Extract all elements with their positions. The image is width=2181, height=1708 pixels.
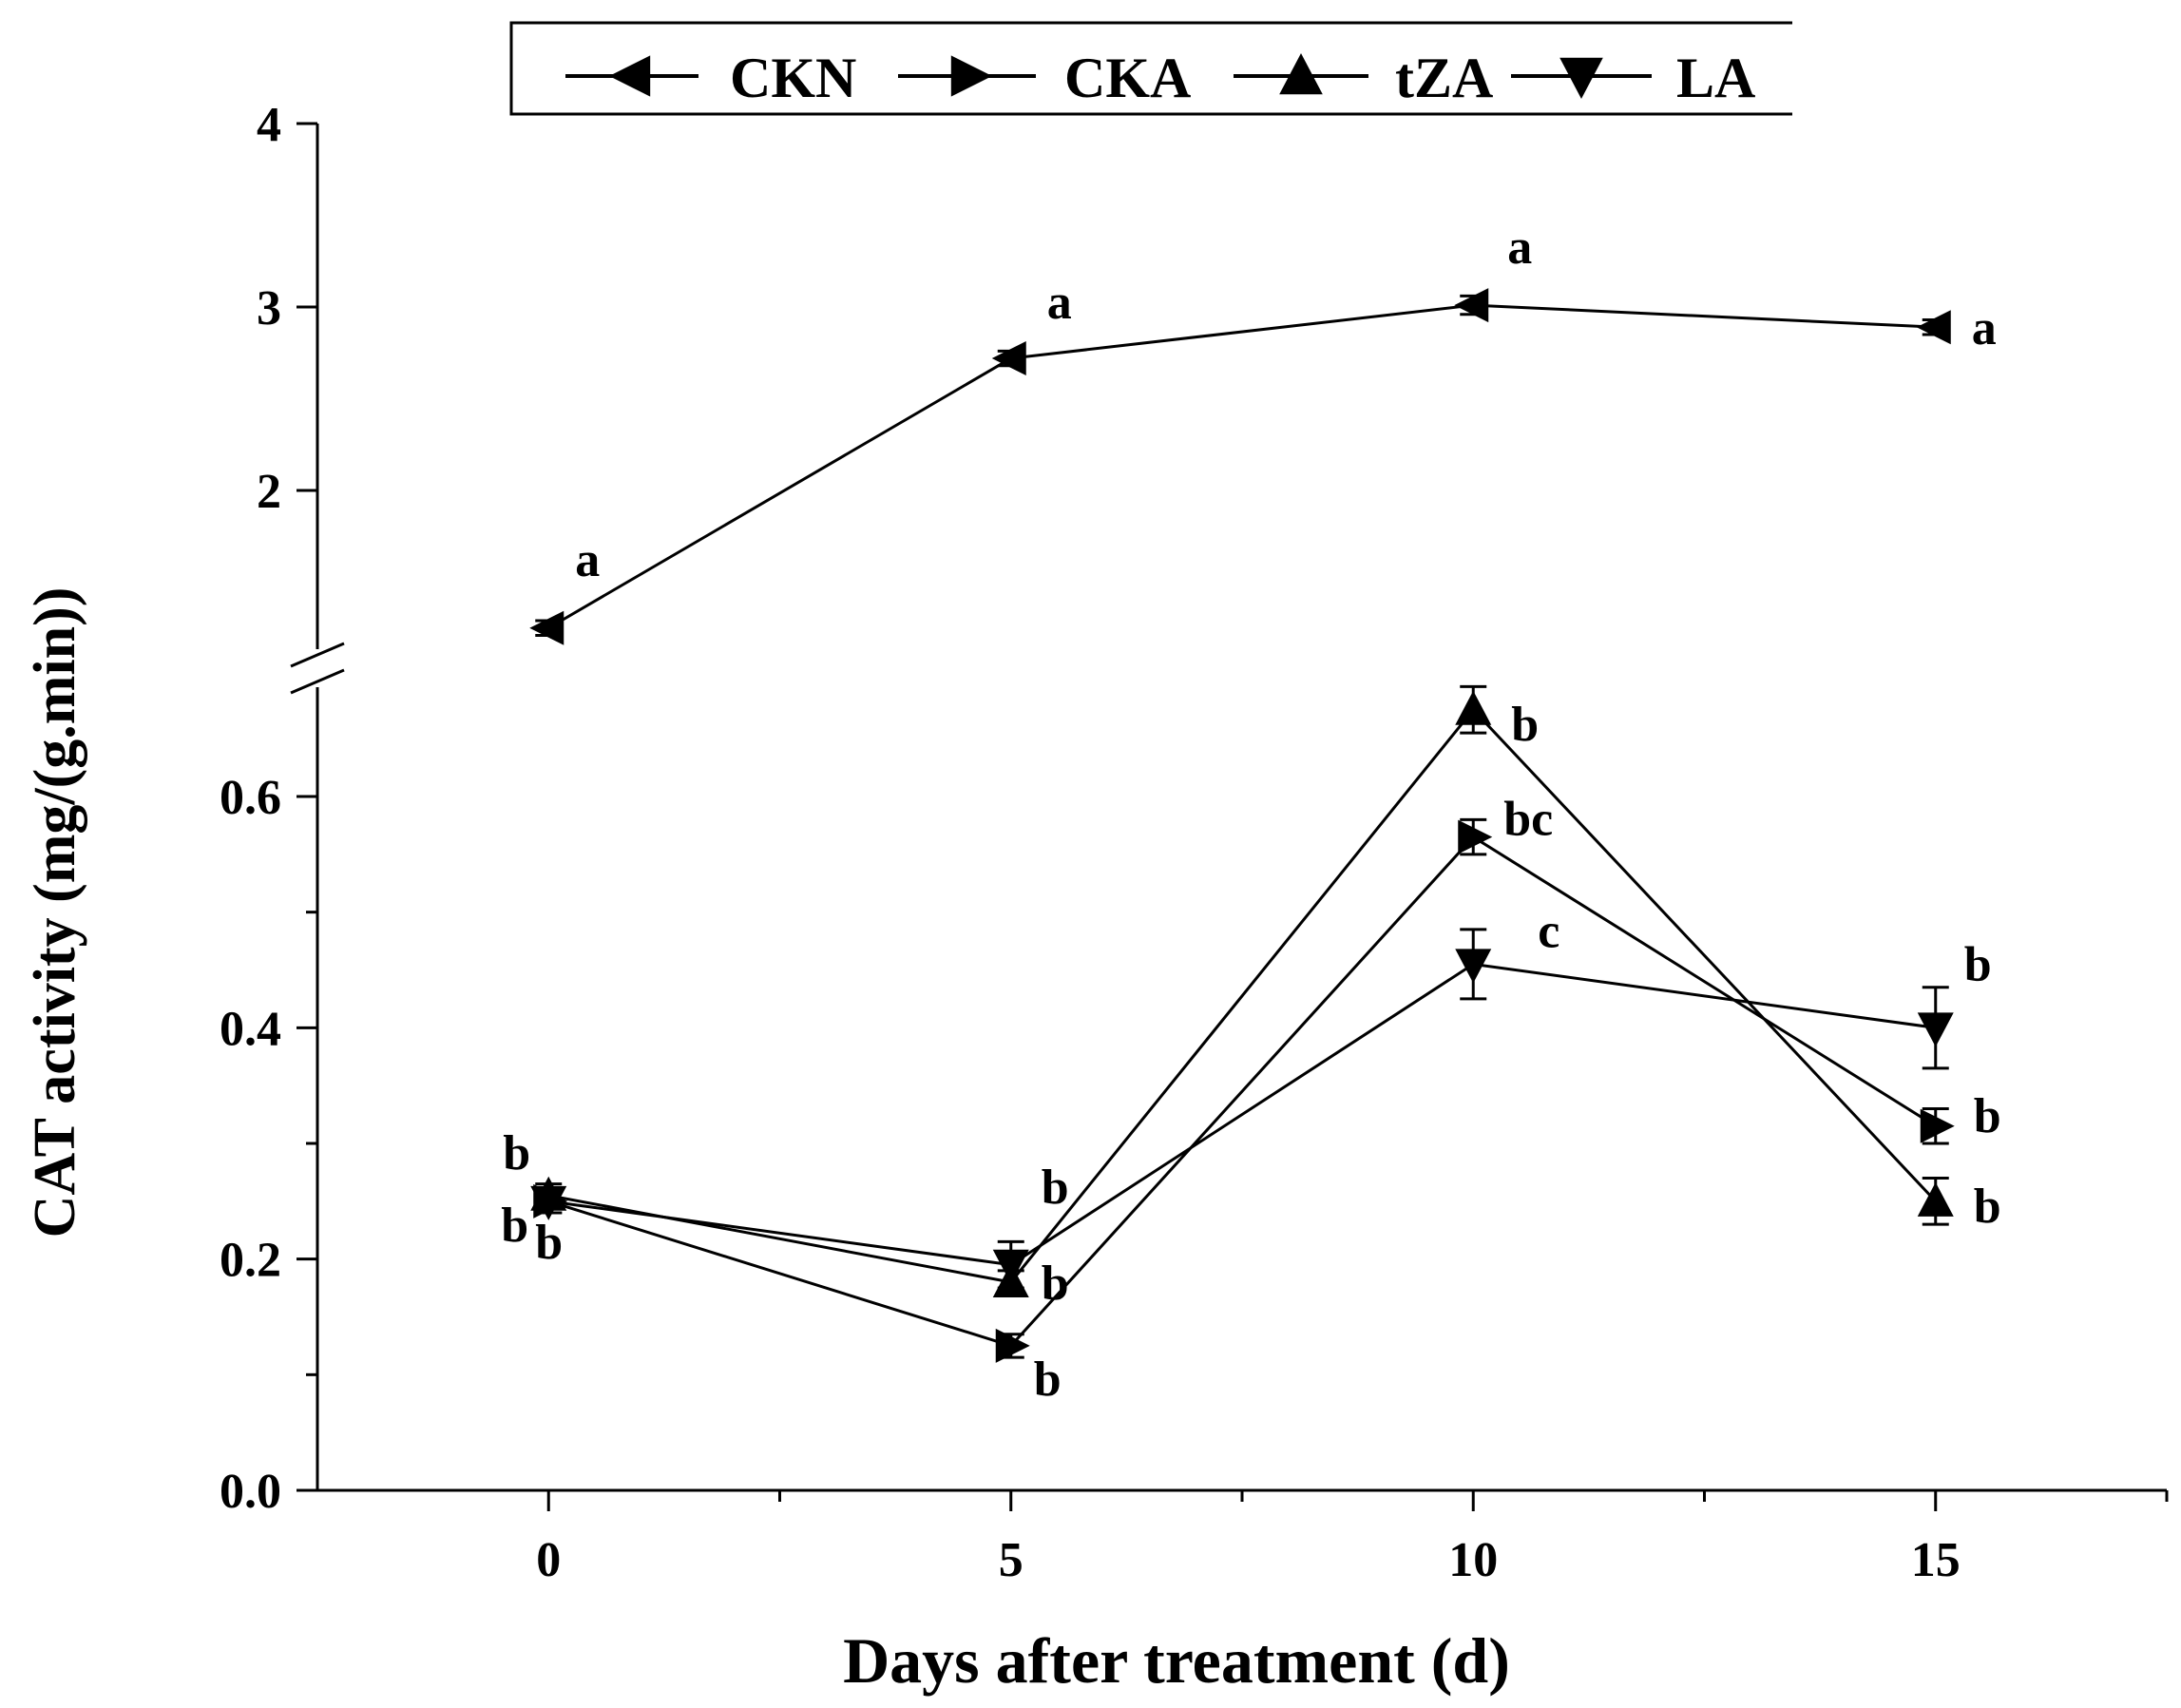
data-point (1454, 288, 1489, 323)
legend-label: CKA (1064, 47, 1191, 109)
series-line (547, 835, 1937, 1348)
data-point (1917, 1012, 1954, 1047)
y-axis-title: CAT activity (mg/(g.min)) (23, 587, 87, 1238)
legend-marker (1559, 57, 1603, 99)
data-point (992, 1249, 1029, 1284)
significance-letter: b (1511, 698, 1539, 752)
significance-letter: a (1972, 301, 1997, 355)
legend-item-CKA: CKA (898, 47, 1191, 109)
legend-item-CKN: CKN (565, 47, 856, 109)
y-tick-label: 0.2 (220, 1234, 281, 1288)
series-layer (529, 288, 1955, 1363)
significance-letter: b (501, 1199, 528, 1253)
axis-break-mark (290, 642, 345, 668)
series-CKA (533, 817, 1955, 1363)
data-point (991, 341, 1026, 376)
legend-marker (1279, 53, 1323, 95)
legend-item-tZA: tZA (1234, 47, 1493, 109)
x-tick-label: 15 (1911, 1533, 1961, 1587)
significance-letter: b (1964, 937, 1992, 991)
significance-letter: c (1538, 904, 1559, 958)
significance-letter: b (535, 1216, 563, 1270)
y-tick-label: 0.6 (220, 771, 281, 825)
axes: 0.0 0.2 0.4 0.6 2 3 4 0 5 10 15 (220, 98, 2169, 1587)
series-line (547, 707, 1937, 1284)
legend: CKN CKA tZA LA (509, 21, 1792, 116)
y-tick-label: 0.4 (220, 1002, 281, 1056)
legend-label: tZA (1395, 47, 1493, 109)
legend-box (509, 21, 1792, 116)
significance-letter: a (1507, 221, 1532, 275)
series-line (548, 962, 1936, 1267)
y-tick-label: 2 (257, 465, 281, 519)
data-point (530, 1185, 567, 1220)
data-point (1917, 1181, 1954, 1217)
data-point (529, 610, 564, 645)
series-line (547, 303, 1936, 630)
significance-letter: b (1042, 1161, 1069, 1215)
significance-letter: b (1974, 1180, 2001, 1234)
axis-break-mark (290, 668, 345, 695)
significance-letter: b (1042, 1257, 1069, 1311)
series-LA (530, 928, 1954, 1290)
significance-letter: b (1034, 1353, 1062, 1407)
significance-letter: bc (1503, 793, 1553, 847)
legend-item-LA: LA (1511, 47, 1755, 109)
legend-label: CKN (730, 47, 856, 109)
data-point (1458, 819, 1493, 854)
series-tZA (530, 684, 1954, 1297)
data-point (1455, 949, 1492, 984)
legend-label: LA (1676, 47, 1755, 109)
data-point (1920, 1108, 1955, 1143)
series-CKN (529, 288, 1951, 645)
y-tick-label: 3 (257, 281, 281, 336)
significance-letter: b (1974, 1089, 2001, 1143)
data-point (1916, 310, 1951, 345)
significance-letter: a (1047, 276, 1072, 330)
x-axis-title: Days after treatment (d) (843, 1624, 1510, 1697)
legend-marker (950, 55, 992, 97)
x-tick-label: 5 (999, 1533, 1024, 1587)
data-point (995, 1328, 1030, 1363)
y-tick-label: 4 (257, 98, 281, 152)
significance-letter: a (575, 533, 600, 587)
legend-marker (609, 55, 651, 97)
y-tick-label: 0.0 (220, 1465, 281, 1519)
significance-letter: b (503, 1126, 530, 1180)
x-tick-label: 10 (1448, 1533, 1498, 1587)
data-point (1455, 690, 1492, 725)
x-tick-label: 0 (536, 1533, 561, 1587)
